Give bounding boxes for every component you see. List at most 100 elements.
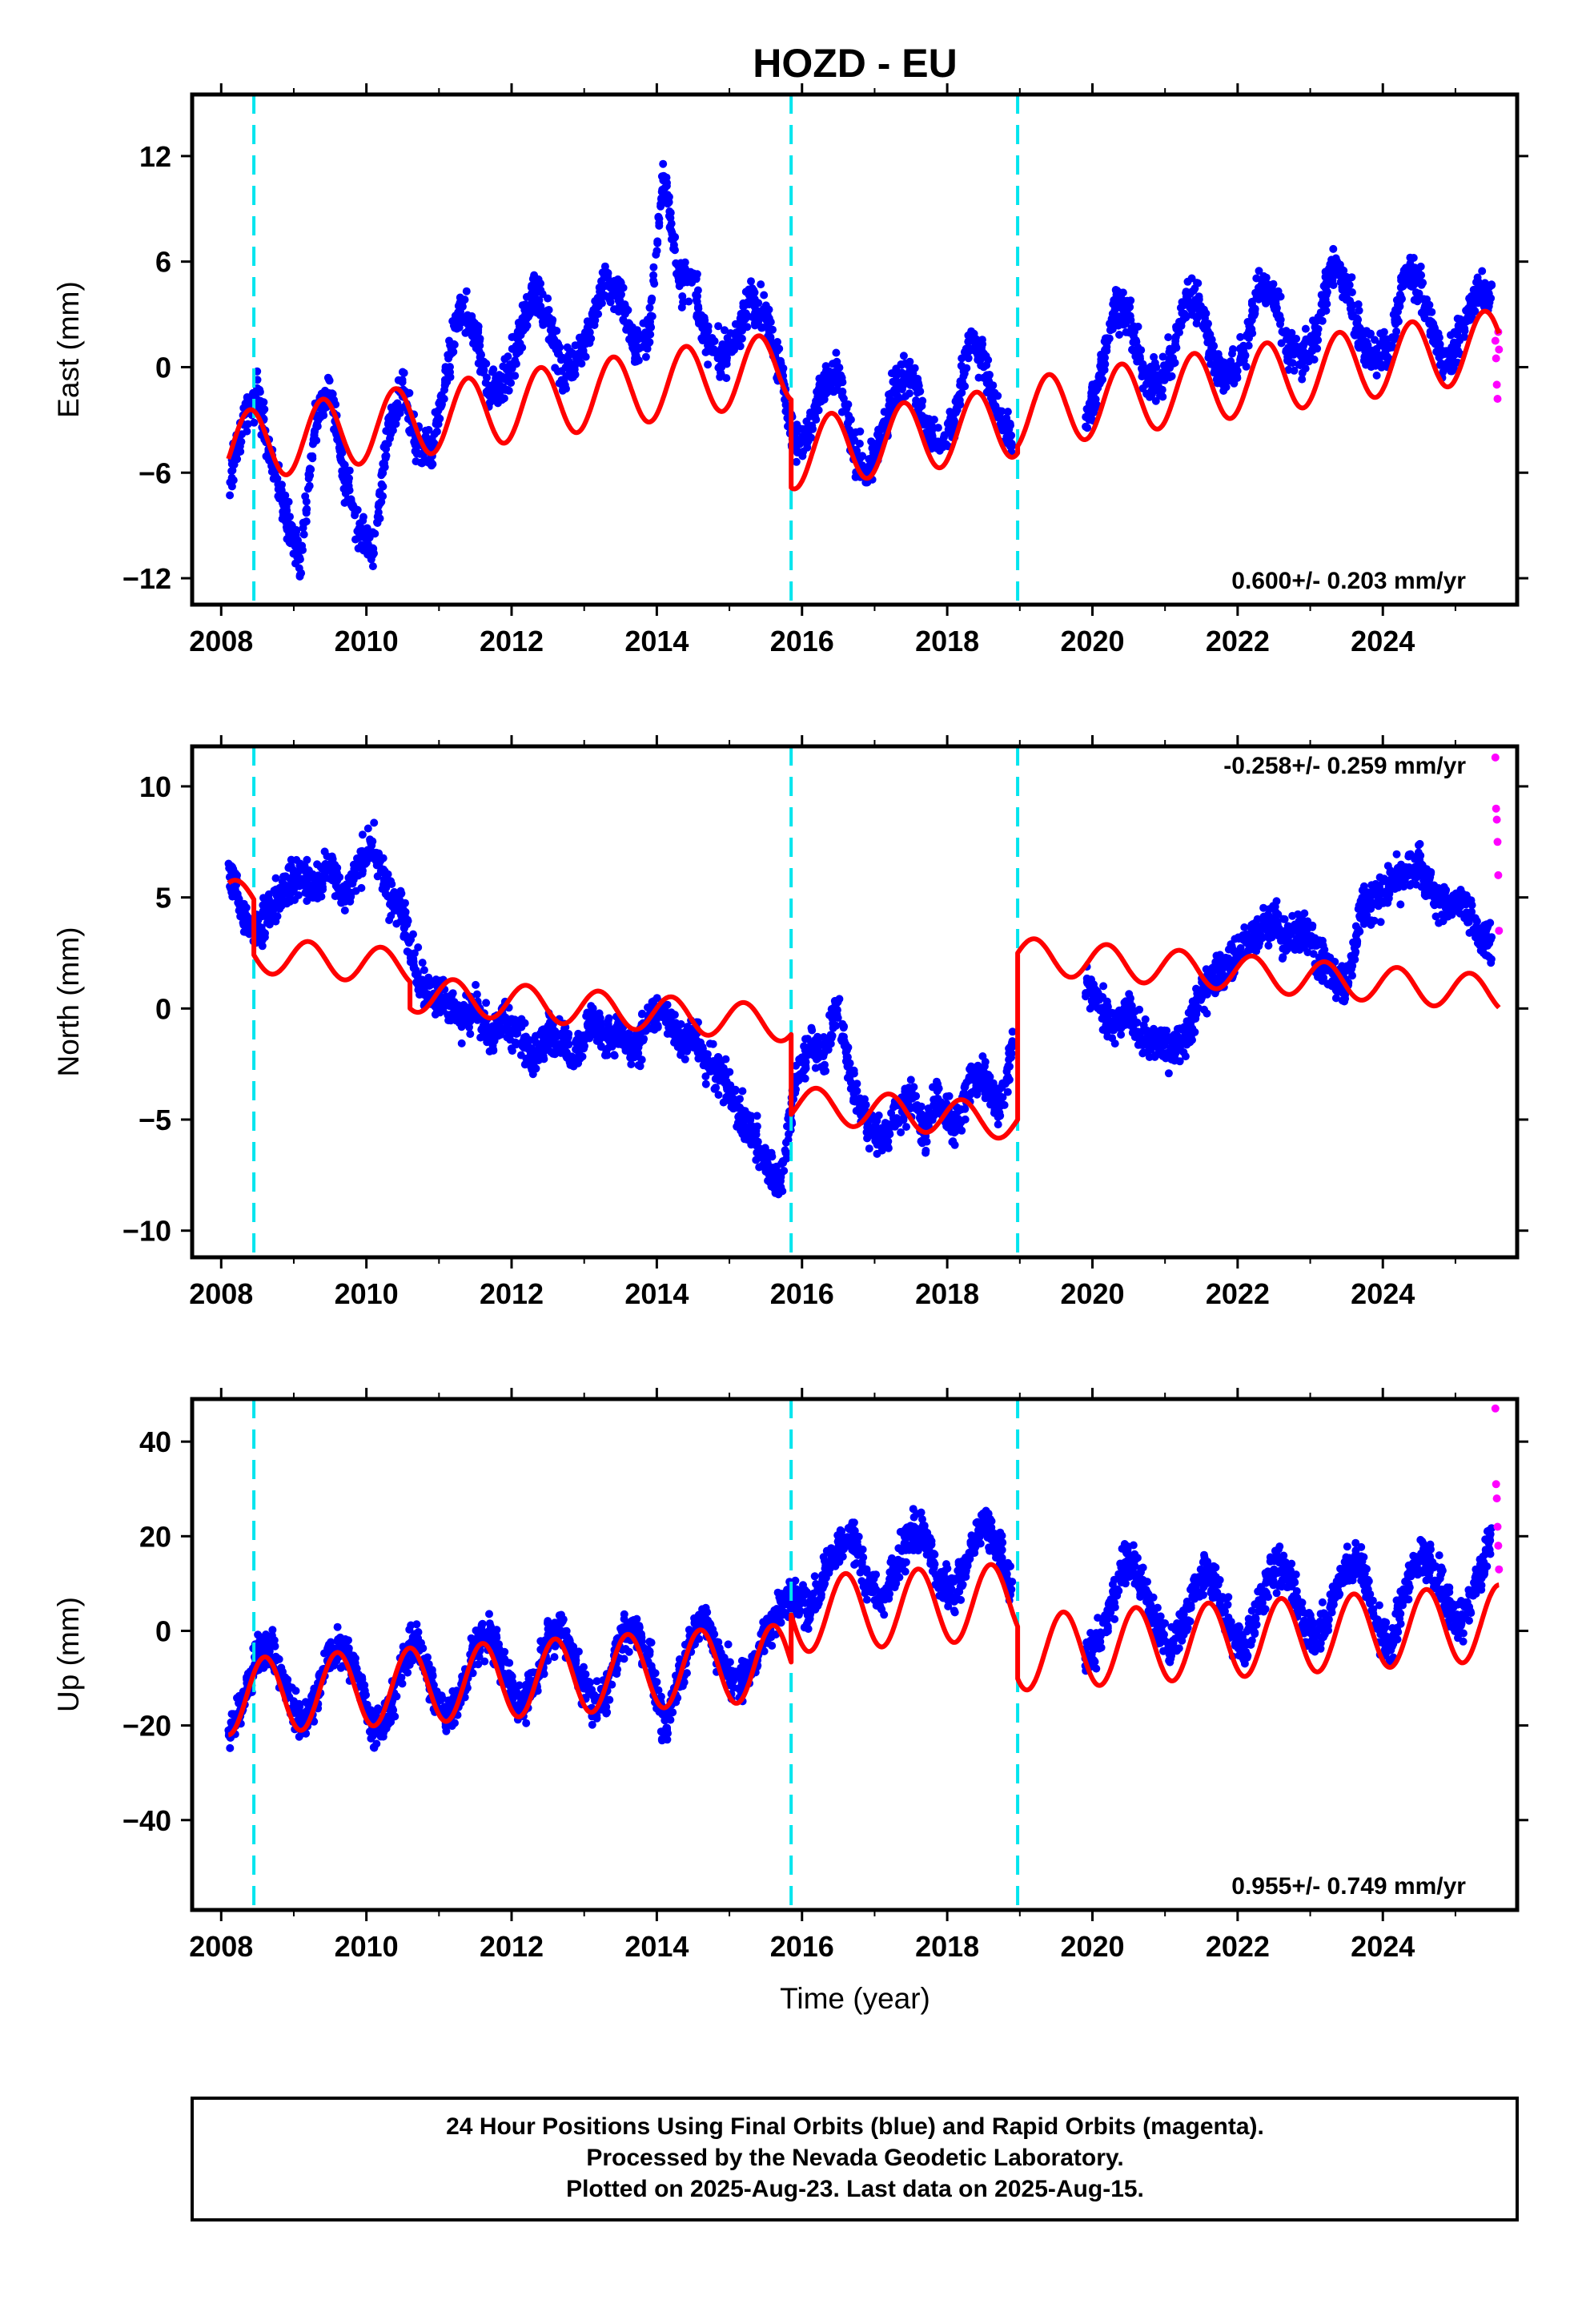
data-point <box>743 323 752 332</box>
data-point <box>1409 254 1418 262</box>
data-point <box>1090 398 1099 407</box>
data-point <box>839 1023 848 1032</box>
data-point <box>602 270 611 279</box>
data-point <box>323 373 332 382</box>
data-point <box>901 392 909 400</box>
data-point <box>577 345 586 354</box>
data-point <box>474 328 483 336</box>
data-point <box>1466 300 1475 309</box>
data-point <box>534 286 543 295</box>
data-point <box>736 1095 744 1104</box>
data-point <box>821 1041 830 1050</box>
data-point <box>371 529 379 538</box>
data-point <box>1292 335 1301 343</box>
data-point <box>608 1042 616 1051</box>
data-point <box>839 394 848 403</box>
data-point <box>319 863 327 872</box>
data-point <box>668 228 677 237</box>
data-point <box>1242 332 1251 340</box>
data-point <box>355 524 364 533</box>
data-point <box>308 454 317 463</box>
data-point <box>413 969 422 978</box>
data-point <box>501 1013 510 1022</box>
data-point <box>1168 346 1177 355</box>
data-point <box>704 360 713 369</box>
data-point <box>1003 408 1012 416</box>
data-point <box>1259 271 1268 280</box>
data-point <box>1301 324 1310 333</box>
data-point <box>1219 380 1227 389</box>
data-point <box>259 908 267 917</box>
data-point <box>810 1051 819 1060</box>
data-point <box>1088 383 1096 392</box>
data-point <box>810 411 819 420</box>
data-point <box>1360 352 1369 361</box>
rapid-data-point <box>1492 354 1500 363</box>
data-point <box>1460 324 1469 333</box>
data-point <box>1203 338 1212 347</box>
data-point <box>1447 364 1456 373</box>
data-point <box>304 866 313 875</box>
data-point <box>1236 332 1245 341</box>
data-point <box>1485 298 1494 307</box>
data-point <box>234 892 243 901</box>
data-point <box>287 855 295 864</box>
data-point <box>731 1085 740 1094</box>
data-point <box>1187 274 1196 283</box>
rate-label: 0.600+/- 0.203 mm/yr <box>1231 568 1466 594</box>
data-point <box>503 1033 512 1042</box>
data-point <box>311 876 320 885</box>
data-point <box>870 1132 879 1141</box>
data-point <box>1131 352 1140 360</box>
data-point <box>736 342 745 351</box>
data-point <box>747 277 755 286</box>
data-point <box>301 492 310 501</box>
data-point <box>518 1042 527 1051</box>
data-point <box>1299 348 1308 356</box>
data-point <box>575 1034 584 1043</box>
data-point <box>233 455 242 464</box>
data-point <box>1003 1088 1012 1096</box>
data-point <box>925 415 934 424</box>
data-point <box>760 291 769 300</box>
data-point <box>842 1044 851 1053</box>
data-point <box>300 518 309 527</box>
data-point <box>1359 336 1367 345</box>
final-orbits-series <box>224 818 1496 1199</box>
data-point <box>1329 244 1338 253</box>
data-point <box>537 1041 546 1050</box>
data-point <box>451 1011 459 1020</box>
data-point <box>300 862 309 870</box>
data-point <box>594 310 603 319</box>
data-point <box>297 569 306 577</box>
data-point <box>344 477 353 486</box>
data-point <box>778 1187 787 1196</box>
data-point <box>625 325 633 334</box>
data-point <box>910 364 919 372</box>
data-point <box>994 392 1002 400</box>
data-point <box>504 1024 512 1032</box>
data-point <box>609 280 618 289</box>
data-point <box>1373 353 1382 362</box>
data-point <box>1083 424 1092 432</box>
data-point <box>867 454 876 463</box>
data-point <box>714 1091 723 1100</box>
data-point <box>763 1160 772 1168</box>
data-point <box>1203 326 1211 335</box>
data-point <box>1346 304 1355 313</box>
data-point <box>1001 1080 1010 1088</box>
data-point <box>472 990 481 999</box>
data-point <box>1098 368 1106 377</box>
data-point <box>291 531 300 540</box>
data-point <box>475 347 484 356</box>
data-point <box>675 269 684 278</box>
data-point <box>1244 341 1253 350</box>
data-point <box>536 1029 544 1038</box>
data-point <box>933 1087 942 1096</box>
rapid-data-point <box>1495 345 1504 354</box>
data-point <box>285 538 294 547</box>
data-point <box>1186 290 1195 299</box>
data-point <box>799 447 808 456</box>
data-point <box>721 1072 730 1080</box>
data-point <box>793 420 801 429</box>
